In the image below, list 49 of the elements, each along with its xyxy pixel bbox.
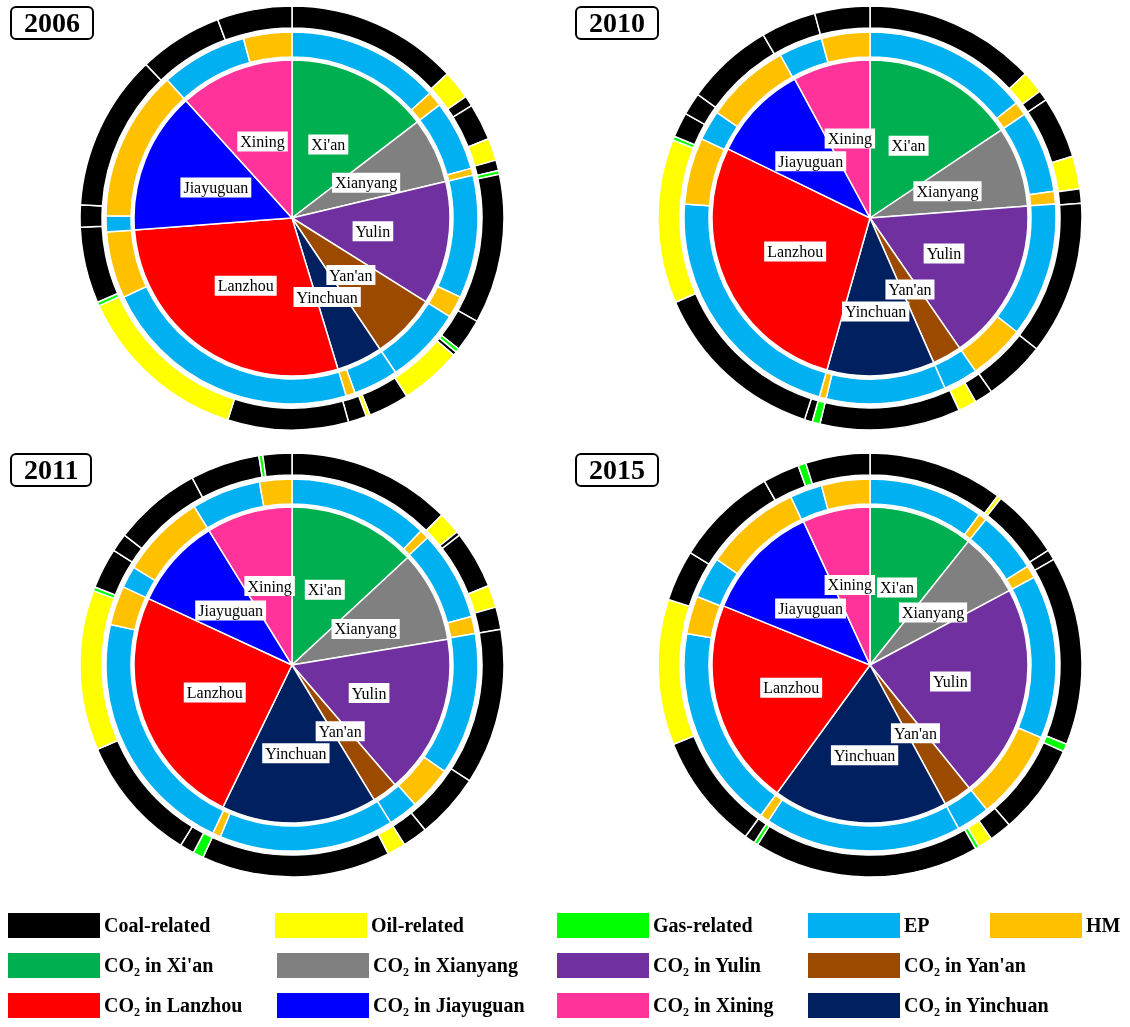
category-label: CO₂ in Xianyang <box>373 954 518 977</box>
category-label: CO₂ in Xining <box>653 994 774 1017</box>
category-label: CO₂ in Yan'an <box>904 954 1026 977</box>
slice-label: Xining <box>827 130 873 149</box>
slice-label: Xining <box>827 576 873 595</box>
slice-label: Lanzhou <box>186 684 243 702</box>
category-label: CO₂ in Jiayuguan <box>373 994 525 1017</box>
slice-label: Yulin <box>933 672 968 690</box>
slice-label: Yinchuan <box>296 288 358 306</box>
slice-label: Yulin <box>351 684 387 702</box>
category-label: CO₂ in Yinchuan <box>904 994 1049 1017</box>
slice-label: Xi'an <box>880 579 915 597</box>
slice-label: Yinchuan <box>265 744 327 762</box>
category-label: Gas-related <box>653 914 753 937</box>
slice-label: Yinchuan <box>845 303 907 321</box>
category-label: CO₂ in Yulin <box>653 954 761 977</box>
slice-label: Xi'an <box>891 137 926 155</box>
category-label: HM <box>1086 914 1121 937</box>
category-label: Oil-related <box>371 914 464 937</box>
category-label: EP <box>904 914 930 937</box>
slice-label: Yulin <box>926 244 962 262</box>
slice-label: Yulin <box>355 222 391 240</box>
slice-label: Yan'an <box>329 266 373 284</box>
slice-label: Xianyang <box>916 182 979 201</box>
slice-label: Yan'an <box>888 281 932 299</box>
slice-label: Yan'an <box>318 722 362 740</box>
slice-label: Xining <box>240 132 285 151</box>
slice-label: Xining <box>247 577 292 596</box>
category-label: Coal-related <box>104 914 211 937</box>
slice-label: Jiayuguan <box>183 179 249 198</box>
chart-title: 2010 <box>575 6 659 40</box>
chart-title: 2006 <box>10 6 94 40</box>
slice-label: Xianyang <box>334 620 397 639</box>
slice-label: Jiayuguan <box>778 599 844 618</box>
slice-label: Xi'an <box>307 581 342 599</box>
category-label: CO₂ in Lanzhou <box>104 994 243 1017</box>
category-label: CO₂ in Xi'an <box>104 954 214 977</box>
slice-label: Lanzhou <box>217 277 274 295</box>
slice-label: Jiayuguan <box>198 602 264 621</box>
slice-label: Yan'an <box>893 724 937 742</box>
slice-label: Lanzhou <box>763 679 820 697</box>
slice-label: Lanzhou <box>767 243 824 261</box>
slice-label: Jiayuguan <box>778 152 844 171</box>
slice-label: Xianyang <box>901 604 965 623</box>
slice-label: Xi'an <box>311 135 346 153</box>
slice-label: Xianyang <box>334 174 398 193</box>
chart-title: 2015 <box>575 453 659 487</box>
chart-title: 2011 <box>10 453 93 487</box>
slice-label: Yinchuan <box>833 746 896 764</box>
